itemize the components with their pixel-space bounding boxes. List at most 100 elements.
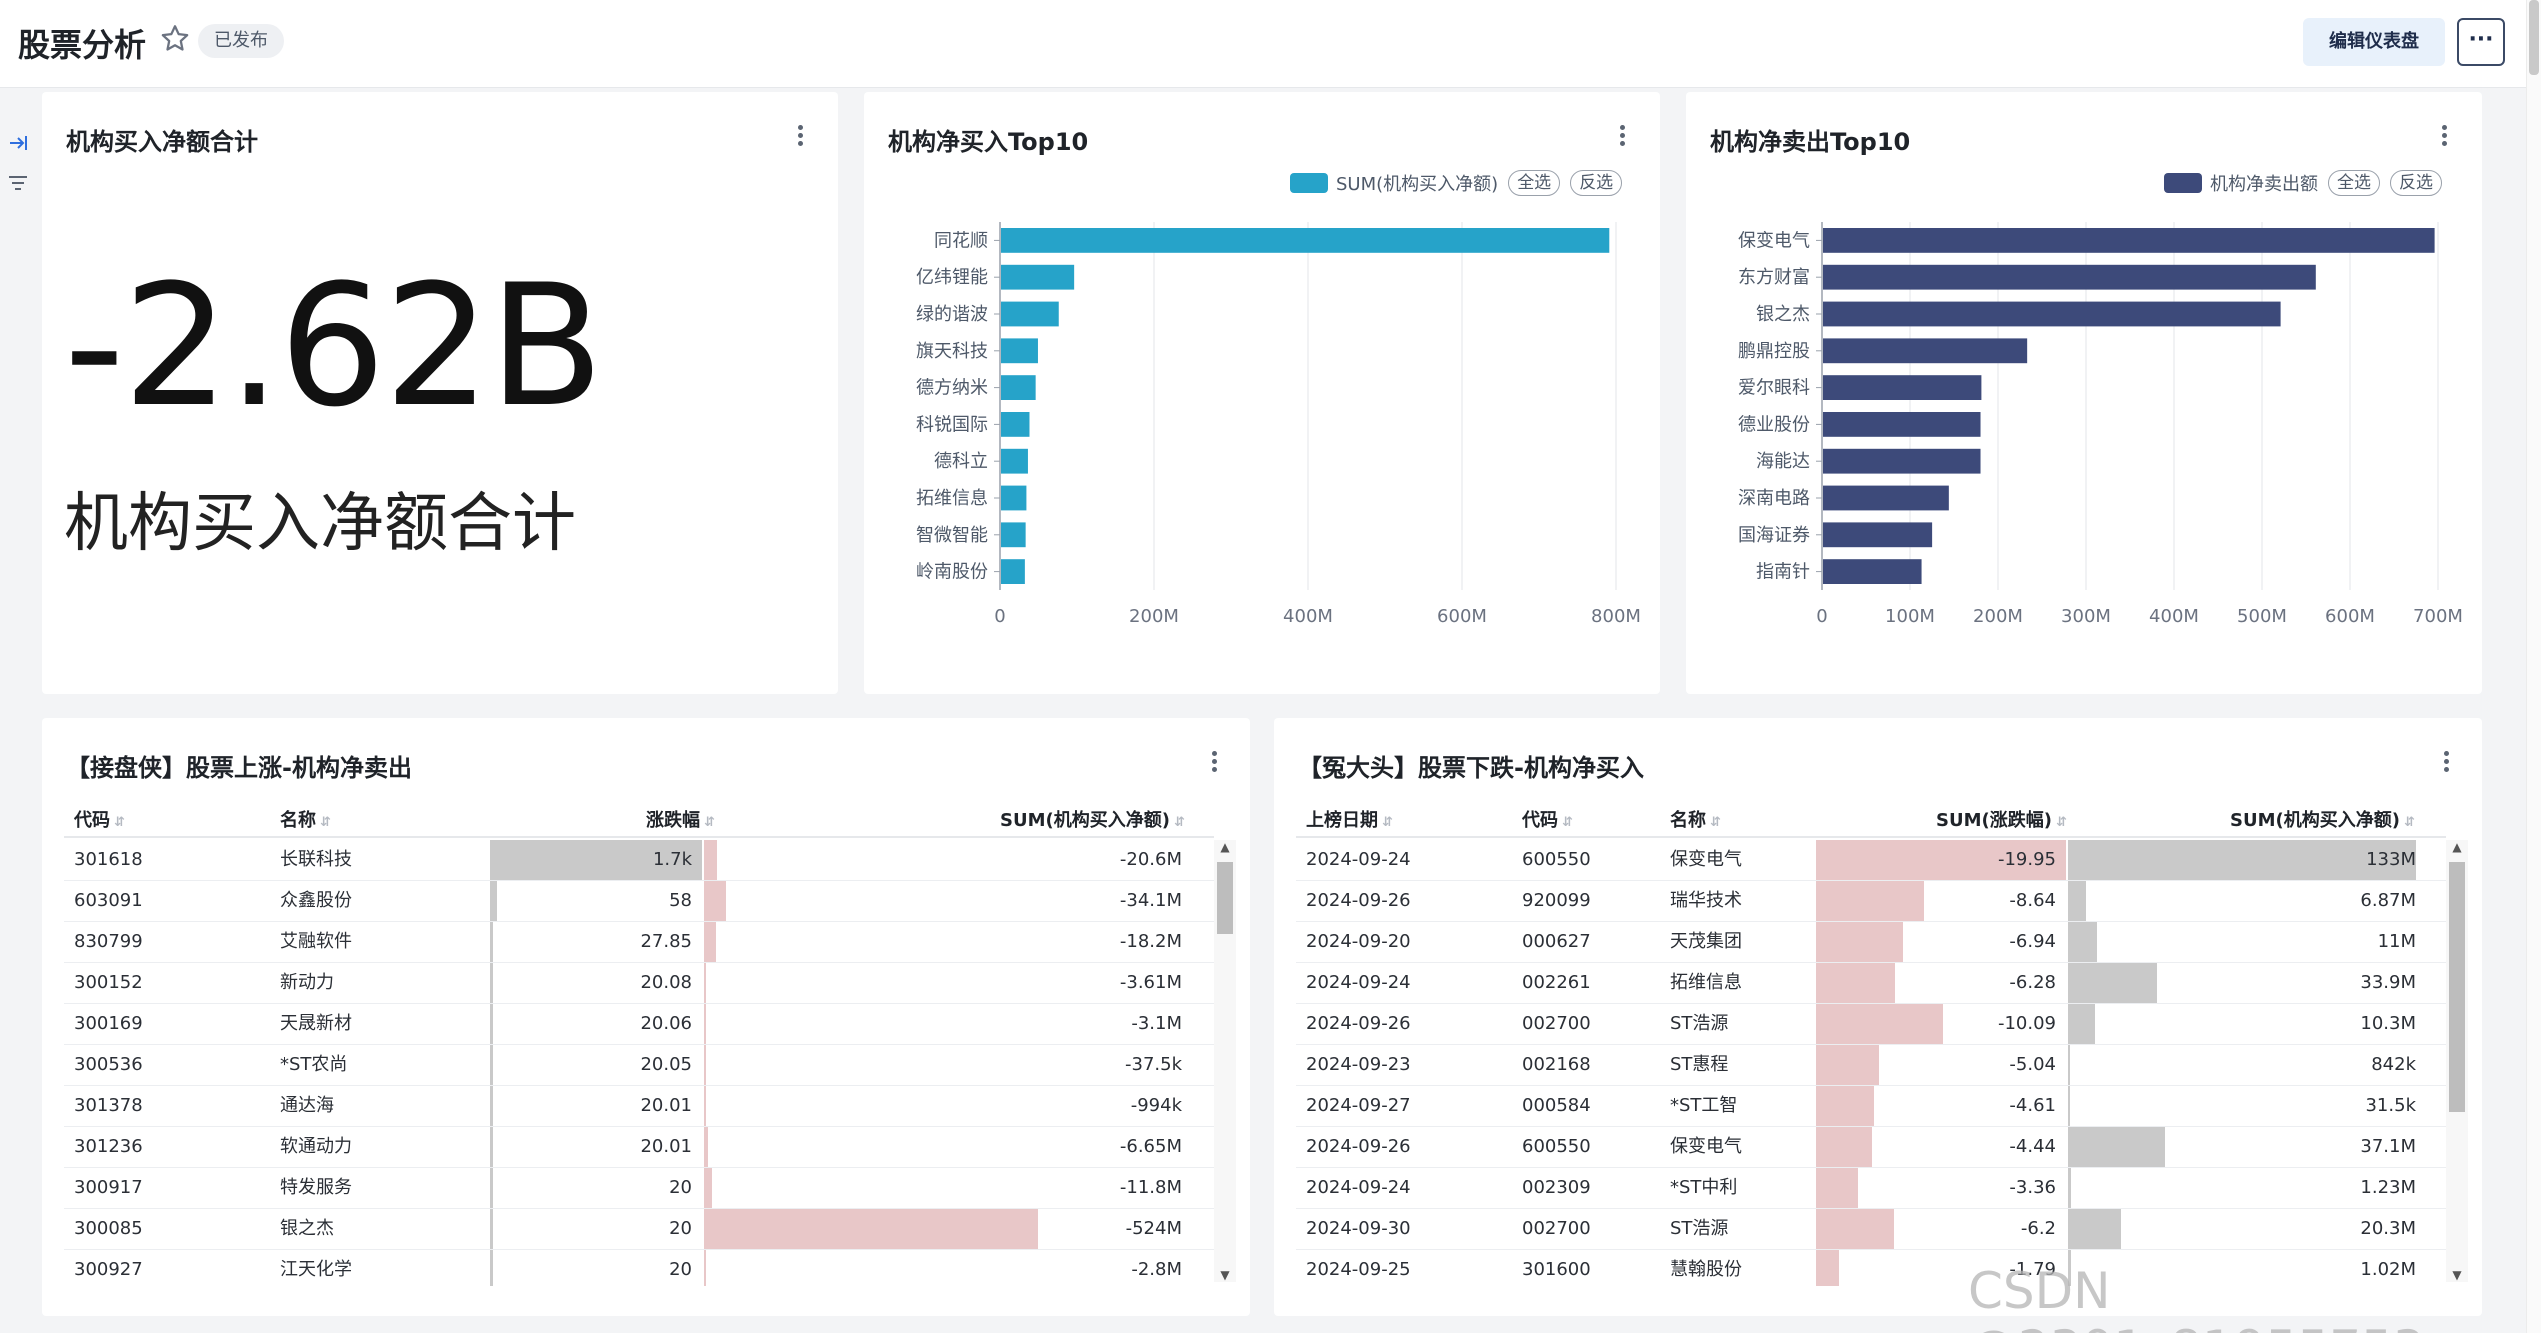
buy-select-all-button[interactable]: 全选 [1508, 170, 1561, 196]
table-row[interactable]: 603091 众鑫股份 58 -34.1M [64, 881, 1214, 922]
rise-col-name[interactable]: 名称 ⇵ [280, 810, 331, 831]
scroll-up-icon[interactable]: ▲ [2452, 840, 2462, 854]
table-row[interactable]: 2024-09-26 002700 ST浩源 -10.09 10.3M [1296, 1004, 2446, 1045]
sell-select-all-button[interactable]: 全选 [2328, 170, 2380, 196]
table-row[interactable]: 2024-09-26 600550 保变电气 -4.44 37.1M [1296, 1127, 2446, 1168]
table-row[interactable]: 300152 新动力 20.08 -3.61M [64, 963, 1214, 1004]
sort-icon[interactable]: ⇵ [1710, 815, 1721, 830]
sell-category-label: 海能达 [1756, 451, 1810, 472]
fall-table-menu-icon[interactable] [2436, 748, 2456, 778]
sort-icon[interactable]: ⇵ [2055, 815, 2067, 830]
scroll-down-icon[interactable]: ▼ [2452, 1268, 2462, 1282]
table-row[interactable]: 300927 江天化学 20 -2.8M [64, 1250, 1214, 1286]
buy-legend-label[interactable]: SUM(机构买入净额) [1336, 174, 1499, 195]
sort-icon[interactable]: ⇵ [320, 815, 331, 830]
fall-table-scrollbar[interactable]: ▲ ▼ [2446, 840, 2468, 1282]
table-row[interactable]: 2024-09-24 600550 保变电气 -19.95 133M [1296, 840, 2446, 881]
stock-code: 002700 [1522, 1013, 1591, 1034]
sort-icon[interactable]: ⇵ [1173, 815, 1185, 830]
buy-bar[interactable] [1001, 485, 1027, 511]
star-icon[interactable] [158, 22, 192, 56]
sell-bar[interactable] [1823, 228, 2435, 253]
table-row[interactable]: 300085 银之杰 20 -524M [64, 1209, 1214, 1250]
table-row[interactable]: 2024-09-26 920099 瑞华技术 -8.64 6.87M [1296, 881, 2446, 922]
change-value: 20.01 [640, 1136, 692, 1157]
fall-col-name[interactable]: 名称 ⇵ [1670, 810, 1721, 831]
table-row[interactable]: 2024-09-30 002700 ST浩源 -6.2 20.3M [1296, 1209, 2446, 1250]
sort-icon[interactable]: ⇵ [1382, 815, 1393, 830]
buy-bar[interactable] [1001, 375, 1036, 400]
rise-table-menu-icon[interactable] [1204, 748, 1224, 778]
sort-icon[interactable]: ⇵ [2403, 815, 2415, 830]
sell-legend-swatch[interactable] [2164, 173, 2202, 193]
rise-col-net[interactable]: SUM(机构买入净额) ⇵ [1000, 810, 1185, 831]
sell-bar[interactable] [1823, 448, 1981, 474]
scroll-up-icon[interactable]: ▲ [1220, 840, 1230, 854]
table-row[interactable]: 2024-09-25 301600 慧翰股份 -1.79 1.02M [1296, 1250, 2446, 1286]
table-row[interactable]: 2024-09-24 002261 拓维信息 -6.28 33.9M [1296, 963, 2446, 1004]
buy-bar[interactable] [1001, 522, 1026, 548]
buy-bar[interactable] [1001, 412, 1030, 437]
sell-invert-button[interactable]: 反选 [2390, 170, 2442, 196]
page-title: 股票分析 [18, 26, 147, 64]
change-value: 58 [669, 890, 692, 911]
table-row[interactable]: 300536 *ST农尚 20.05 -37.5k [64, 1045, 1214, 1086]
rise-table-scrollbar[interactable]: ▲ ▼ [1214, 840, 1236, 1282]
fall-scroll-thumb[interactable] [2449, 862, 2465, 1112]
sell-x-tick-label: 600M [2325, 606, 2375, 627]
kpi-card-menu-icon[interactable] [790, 122, 810, 152]
buy-bar[interactable] [1001, 264, 1075, 290]
buy-top10-menu-icon[interactable] [1612, 122, 1632, 152]
sell-bar[interactable] [1823, 522, 1933, 548]
filter-icon[interactable] [7, 172, 29, 194]
rise-table-card: 【接盘侠】股票上涨-机构净卖出 代码 ⇵ 名称 ⇵ 涨跌幅 ⇵ SUM(机构买入净额)… [42, 718, 1250, 1316]
rise-scroll-thumb[interactable] [1217, 862, 1233, 934]
sell-legend-label[interactable]: 机构净卖出额 [2210, 174, 2318, 195]
buy-legend-swatch[interactable] [1290, 173, 1328, 193]
table-row[interactable]: 2024-09-24 002309 *ST中利 -3.36 1.23M [1296, 1168, 2446, 1209]
sell-bar[interactable] [1823, 559, 1922, 584]
buy-bar[interactable] [1001, 228, 1610, 253]
sell-bar[interactable] [1823, 375, 1982, 400]
table-row[interactable]: 2024-09-27 000584 *ST工智 -4.61 31.5k [1296, 1086, 2446, 1127]
table-row[interactable]: 301618 长联科技 1.7k -20.6M [64, 840, 1214, 881]
table-row[interactable]: 300169 天晟新材 20.06 -3.1M [64, 1004, 1214, 1045]
edit-dashboard-button[interactable]: 编辑仪表盘 [2303, 18, 2445, 66]
fall-col-code[interactable]: 代码 ⇵ [1522, 810, 1573, 831]
page-scrollbar-thumb[interactable] [2529, 0, 2539, 75]
buy-category-label: 旗天科技 [916, 341, 988, 362]
net-value: 20.3M [2360, 1218, 2416, 1239]
rise-col-change[interactable]: 涨跌幅 ⇵ [646, 810, 715, 831]
scroll-down-icon[interactable]: ▼ [1220, 1268, 1230, 1282]
buy-bar[interactable] [1001, 338, 1038, 364]
buy-top10-card: 机构净买入Top10 SUM(机构买入净额) 全选 反选 0 200M 400M 60… [864, 92, 1660, 694]
sell-bar[interactable] [1823, 338, 2028, 364]
buy-bar[interactable] [1001, 559, 1025, 584]
table-row[interactable]: 2024-09-23 002168 ST惠程 -5.04 842k [1296, 1045, 2446, 1086]
rise-col-code[interactable]: 代码 ⇵ [74, 810, 125, 831]
buy-x-tick-label: 200M [1129, 606, 1179, 627]
buy-invert-button[interactable]: 反选 [1570, 170, 1623, 196]
buy-bar[interactable] [1001, 448, 1028, 474]
table-row[interactable]: 300917 特发服务 20 -11.8M [64, 1168, 1214, 1209]
sort-icon[interactable]: ⇵ [704, 815, 715, 830]
table-row[interactable]: 830799 艾融软件 27.85 -18.2M [64, 922, 1214, 963]
sort-icon[interactable]: ⇵ [114, 815, 125, 830]
table-row[interactable]: 2024-09-20 000627 天茂集团 -6.94 11M [1296, 922, 2446, 963]
table-row[interactable]: 301378 通达海 20.01 -994k [64, 1086, 1214, 1127]
table-row[interactable]: 301236 软通动力 20.01 -6.65M [64, 1127, 1214, 1168]
fall-col-net[interactable]: SUM(机构买入净额) ⇵ [2230, 810, 2415, 831]
page-scrollbar[interactable] [2526, 0, 2541, 1333]
fall-col-date[interactable]: 上榜日期 ⇵ [1306, 810, 1393, 831]
sort-icon[interactable]: ⇵ [1562, 815, 1573, 830]
fall-col-change[interactable]: SUM(涨跌幅) ⇵ [1936, 810, 2067, 831]
sell-bar[interactable] [1823, 301, 2281, 327]
sell-bar[interactable] [1823, 412, 1981, 437]
sell-bar[interactable] [1823, 485, 1949, 511]
expand-panel-icon[interactable] [7, 132, 29, 154]
list-date: 2024-09-26 [1306, 1136, 1411, 1157]
sell-bar[interactable] [1823, 264, 2316, 290]
sell-top10-menu-icon[interactable] [2434, 122, 2454, 152]
more-options-button[interactable]: ··· [2457, 18, 2505, 66]
buy-bar[interactable] [1001, 301, 1059, 327]
